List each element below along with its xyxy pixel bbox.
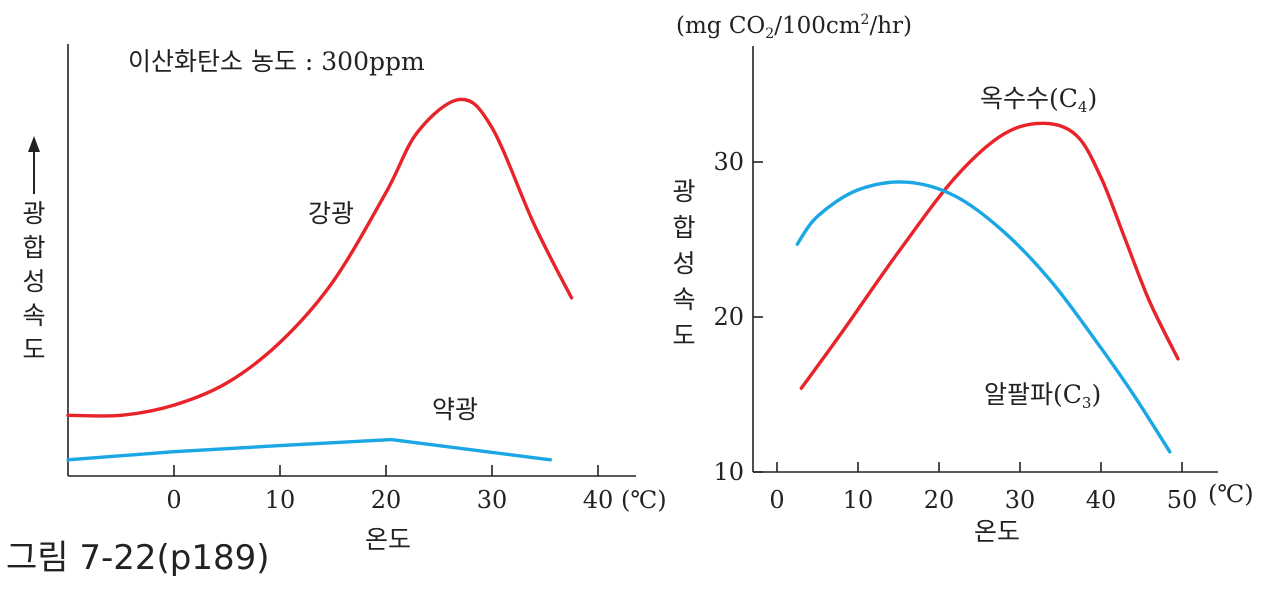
right-y-tick-label: 20 bbox=[713, 303, 744, 331]
y-label-char: 도 bbox=[672, 321, 695, 350]
left-line-weak bbox=[66, 437, 552, 462]
right-y-tick-label: 10 bbox=[713, 458, 744, 486]
y-label-char: 합 bbox=[22, 233, 45, 262]
right-chart: 0 10 20 30 40 50 10 20 30 (mg CO2/100cm2/hr) 옥수수… bbox=[672, 12, 1253, 546]
left-series-label-weak: 약광 bbox=[432, 395, 478, 424]
right-x-unit: (℃) bbox=[1208, 480, 1254, 508]
right-x-tick-label: 0 bbox=[769, 486, 784, 514]
left-x-tick-label: 30 bbox=[477, 486, 508, 514]
left-x-tick-label: 10 bbox=[265, 486, 296, 514]
y-label-char: 속 bbox=[672, 285, 695, 314]
left-co2-annotation: 이산화탄소 농도 : 300ppm bbox=[128, 47, 425, 76]
left-chart: 0 10 20 30 40 이산화탄소 농도 : 300ppm 강광 약광 (℃) 온도… bbox=[22, 44, 667, 554]
left-x-tick-label: 20 bbox=[371, 486, 402, 514]
left-x-tick-label: 0 bbox=[166, 486, 181, 514]
right-series-label-alfalfa: 알팔파(C3) bbox=[984, 380, 1101, 412]
y-label-char: 속 bbox=[22, 301, 45, 330]
left-up-arrow bbox=[28, 136, 40, 194]
left-line-strong bbox=[66, 97, 574, 418]
right-x-tick-label: 10 bbox=[843, 486, 874, 514]
right-x-tick-label: 30 bbox=[1005, 486, 1036, 514]
left-x-unit: (℃) bbox=[621, 486, 667, 514]
right-series-label-corn: 옥수수(C4) bbox=[980, 84, 1097, 116]
y-label-char: 광 bbox=[22, 199, 45, 228]
y-label-char: 성 bbox=[22, 267, 45, 296]
y-label-char: 광 bbox=[672, 177, 695, 206]
y-label-char: 성 bbox=[672, 249, 695, 278]
y-label-char: 합 bbox=[672, 213, 695, 242]
right-line-alfalfa bbox=[795, 180, 1172, 454]
y-label-char: 도 bbox=[22, 335, 45, 364]
right-x-label: 온도 bbox=[974, 517, 1020, 546]
right-x-tick-label: 50 bbox=[1167, 486, 1198, 514]
right-x-tick-label: 20 bbox=[924, 486, 955, 514]
right-unit-label: (mg CO2/100cm2/hr) bbox=[676, 12, 912, 42]
left-x-label: 온도 bbox=[365, 525, 411, 554]
left-x-tick-label: 40 bbox=[583, 486, 614, 514]
right-y-tick-label: 30 bbox=[713, 148, 744, 176]
figure-caption: 그림 7-22(p189) bbox=[6, 538, 270, 578]
right-line-corn bbox=[799, 121, 1180, 390]
right-x-tick-label: 40 bbox=[1086, 486, 1117, 514]
left-series-label-strong: 강광 bbox=[308, 199, 354, 228]
